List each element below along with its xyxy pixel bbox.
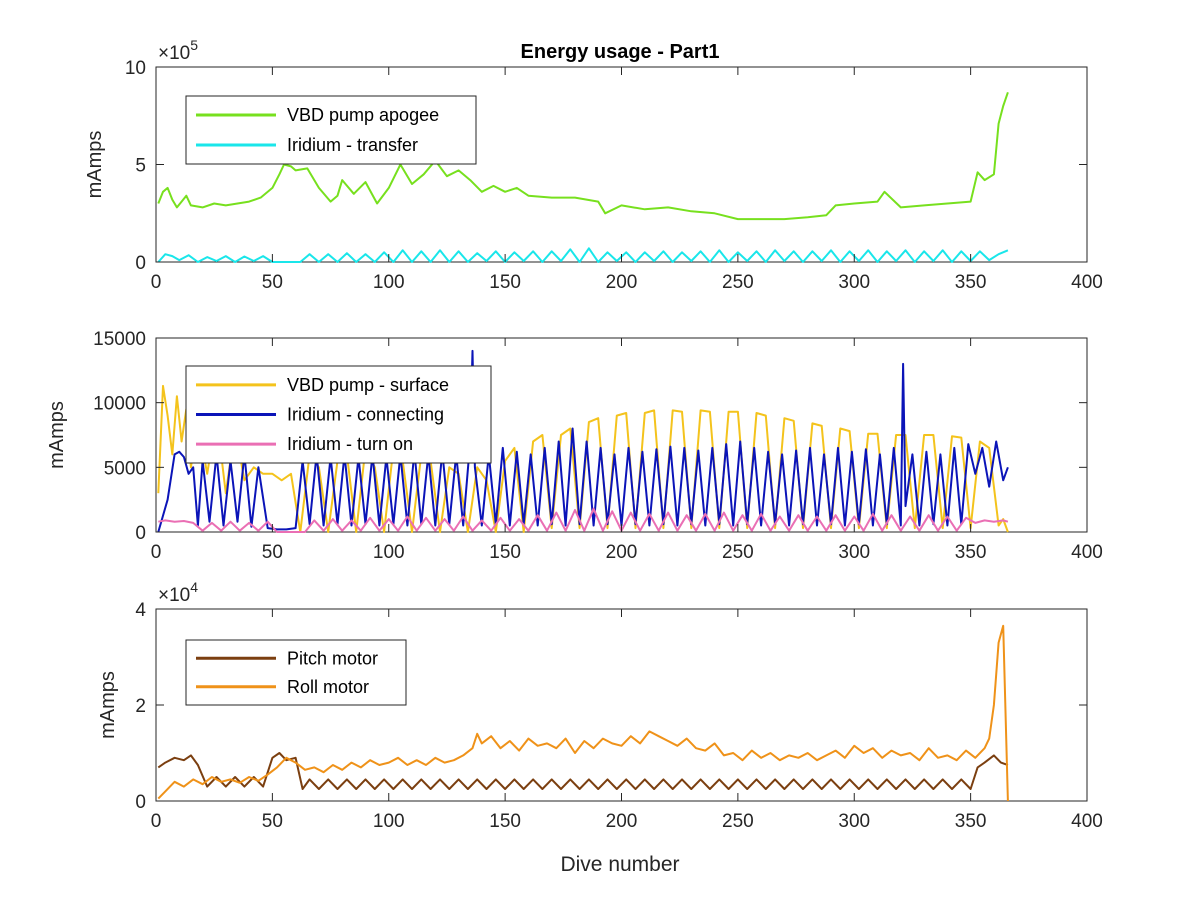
y-exponent-label: ×104 [158,579,198,606]
legend: Pitch motor Roll motor [185,639,407,706]
x-tick-label: 300 [838,542,870,563]
series-group [157,91,1009,263]
y-tick-label: 5000 [104,458,146,479]
y-tick-label: 0 [135,792,146,813]
series-line-1 [157,752,1009,790]
legend: VBD pump apogee Iridium - transfer [185,95,477,165]
legend-entry: VBD pump - surface [287,375,449,395]
series-group [157,349,1009,533]
x-tick-label: 150 [489,542,521,563]
y-tick-label: 0 [135,523,146,544]
x-tick-label: 0 [151,272,162,293]
legend-entry: Iridium - transfer [287,135,418,155]
series-line-2 [157,349,1009,533]
x-axis-label: Dive number [560,853,679,876]
x-tick-label: 0 [151,542,162,563]
x-tick-label: 50 [262,272,283,293]
y-tick-label: 10000 [93,394,146,415]
series-group [157,624,1009,802]
y-tick-label: 5 [135,156,146,177]
x-tick-label: 100 [373,272,405,293]
x-tick-label: 150 [489,272,521,293]
x-tick-label: 50 [262,542,283,563]
legend-entry: Pitch motor [287,648,378,668]
x-tick-label: 50 [262,811,283,832]
legend-entry: VBD pump apogee [287,105,439,125]
x-tick-label: 200 [606,542,638,563]
legend: VBD pump - surface Iridium - connecting Ir… [185,365,492,464]
legend-entry: Roll motor [287,677,369,697]
legend-box [185,639,407,706]
y-axis-label: mAmps [84,131,106,199]
subplot-1: 0 50 100 150 200 250 300 350 400 0 5 10 ×105 mAmps VBD… [84,37,1103,293]
y-axis-label: mAmps [97,671,119,739]
x-tick-label: 250 [722,542,754,563]
x-tick-label: 200 [606,272,638,293]
x-tick-label: 350 [955,811,987,832]
x-tick-label: 250 [722,811,754,832]
x-tick-label: 400 [1071,272,1103,293]
x-tick-label: 350 [955,542,987,563]
x-tick-label: 0 [151,811,162,832]
y-tick-label: 4 [135,600,146,621]
legend-box [185,95,477,165]
x-tick-label: 100 [373,542,405,563]
x-tick-label: 150 [489,811,521,832]
x-tick-label: 250 [722,272,754,293]
series-line-3 [158,507,1009,533]
legend-entry: Iridium - connecting [287,405,444,425]
subplot-3: 0 50 100 150 200 250 300 350 400 0 2 4 ×104 mAmps Pitc… [97,579,1103,832]
subplot-2: 0 50 100 150 200 250 300 350 400 0 5000 10000 15000 m… [46,329,1103,563]
y-tick-label: 0 [135,253,146,274]
x-tick-label: 300 [838,811,870,832]
x-tick-label: 350 [955,272,987,293]
x-tick-label: 300 [838,272,870,293]
x-tick-label: 400 [1071,811,1103,832]
series-line-1 [157,91,1009,221]
x-tick-label: 100 [373,811,405,832]
x-tick-label: 200 [606,811,638,832]
y-tick-label: 15000 [93,329,146,350]
series-line-2 [157,247,1009,263]
chart-title: Energy usage - Part1 [521,41,720,63]
series-line-1 [157,384,1009,533]
y-axis-label: mAmps [46,401,68,469]
series-line-2 [157,624,1009,802]
y-tick-label: 10 [125,58,146,79]
x-tick-label: 400 [1071,542,1103,563]
y-exponent-label: ×105 [158,37,198,64]
y-tick-label: 2 [135,696,146,717]
legend-entry: Iridium - turn on [287,434,413,454]
